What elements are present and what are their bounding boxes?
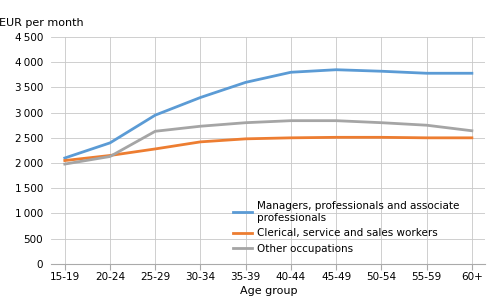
Legend: Managers, professionals and associate
professionals, Clerical, service and sales: Managers, professionals and associate pr… — [233, 201, 460, 254]
Other occupations — [379, 121, 384, 124]
Other occupations — [288, 119, 294, 123]
Other occupations — [469, 129, 475, 133]
Managers, professionals and associate
professionals — [288, 70, 294, 74]
Managers, professionals and associate
professionals — [243, 81, 248, 84]
Managers, professionals and associate
professionals — [107, 141, 113, 145]
Clerical, service and sales workers — [424, 136, 430, 140]
Other occupations — [424, 124, 430, 127]
Line: Other occupations: Other occupations — [65, 121, 472, 164]
Managers, professionals and associate
professionals — [379, 69, 384, 73]
Other occupations — [152, 130, 158, 133]
Clerical, service and sales workers — [62, 159, 68, 162]
Text: EUR per month: EUR per month — [0, 18, 84, 28]
Managers, professionals and associate
professionals — [424, 72, 430, 75]
Line: Managers, professionals and associate
professionals: Managers, professionals and associate pr… — [65, 70, 472, 158]
Other occupations — [243, 121, 248, 124]
Managers, professionals and associate
professionals — [469, 72, 475, 75]
Clerical, service and sales workers — [243, 137, 248, 141]
Managers, professionals and associate
professionals — [333, 68, 339, 72]
Clerical, service and sales workers — [333, 136, 339, 139]
Clerical, service and sales workers — [107, 154, 113, 157]
Other occupations — [333, 119, 339, 123]
Clerical, service and sales workers — [288, 136, 294, 140]
Clerical, service and sales workers — [197, 140, 203, 144]
Line: Clerical, service and sales workers: Clerical, service and sales workers — [65, 137, 472, 161]
Other occupations — [62, 162, 68, 166]
X-axis label: Age group: Age group — [240, 286, 297, 297]
Managers, professionals and associate
professionals — [62, 156, 68, 160]
Clerical, service and sales workers — [469, 136, 475, 140]
Managers, professionals and associate
professionals — [197, 96, 203, 99]
Clerical, service and sales workers — [379, 136, 384, 139]
Other occupations — [107, 155, 113, 158]
Managers, professionals and associate
professionals — [152, 113, 158, 117]
Clerical, service and sales workers — [152, 147, 158, 151]
Other occupations — [197, 124, 203, 128]
